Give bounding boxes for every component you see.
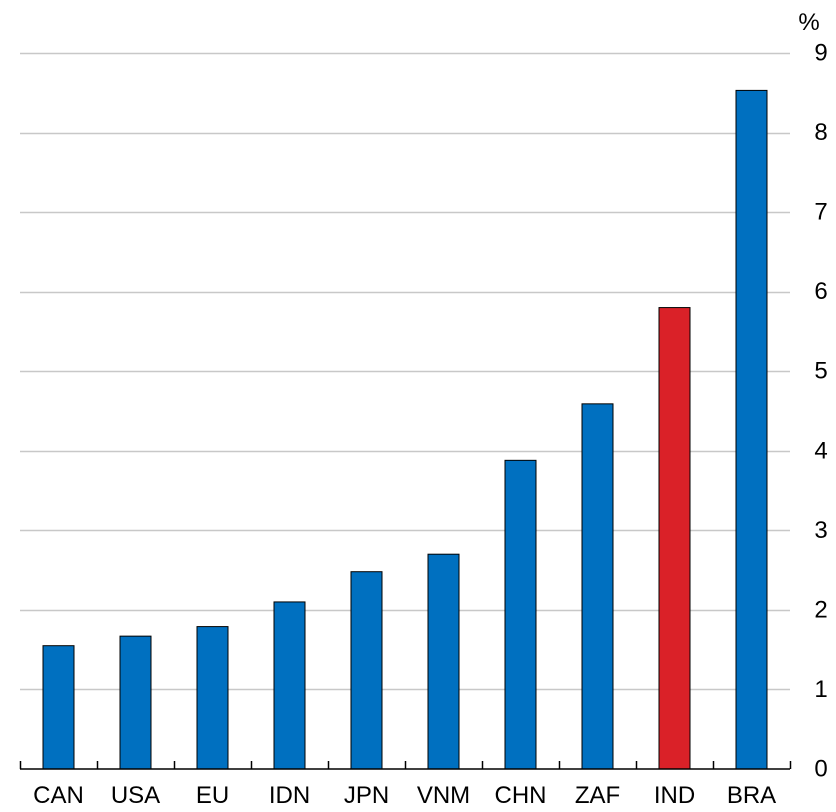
bar-chn xyxy=(504,459,537,770)
bar-vnm xyxy=(427,553,460,770)
x-category-label-zaf: ZAF xyxy=(575,782,620,809)
x-category-label-vnm: VNM xyxy=(417,782,470,809)
y-tick-label-8: 8 xyxy=(814,119,827,146)
x-category-label-usa: USA xyxy=(111,782,160,809)
x-category-label-bra: BRA xyxy=(727,782,776,809)
bar-zaf xyxy=(581,403,614,770)
bar-bra xyxy=(735,89,768,770)
bar-jpn xyxy=(350,571,383,770)
gridlines xyxy=(20,52,790,691)
x-axis xyxy=(19,761,792,770)
bar-ind xyxy=(658,307,691,770)
y-tick-label-9: 9 xyxy=(814,40,827,67)
y-tick-label-3: 3 xyxy=(814,517,827,544)
bar-idn xyxy=(273,601,306,770)
y-tick-label-0: 0 xyxy=(814,756,827,783)
y-tick-label-4: 4 xyxy=(814,437,827,464)
x-category-label-ind: IND xyxy=(654,782,695,809)
x-category-label-jpn: JPN xyxy=(344,782,389,809)
x-axis-category-labels: CAN USA EU IDN JPN VNM CHN ZAF IND BRA xyxy=(33,782,776,809)
bars xyxy=(42,89,768,770)
bar-can xyxy=(42,645,75,770)
x-category-label-chn: CHN xyxy=(495,782,547,809)
x-category-label-eu: EU xyxy=(196,782,229,809)
y-tick-label-7: 7 xyxy=(814,199,827,226)
y-tick-label-5: 5 xyxy=(814,358,827,385)
bar-usa xyxy=(119,635,152,770)
y-axis-tick-labels: 0 1 2 3 4 5 6 7 8 9 xyxy=(814,40,827,783)
y-tick-label-1: 1 xyxy=(814,676,827,703)
y-axis-unit-label: % xyxy=(798,9,819,36)
bar-eu xyxy=(196,626,229,770)
x-category-label-can: CAN xyxy=(33,782,84,809)
y-tick-label-6: 6 xyxy=(814,278,827,305)
x-category-label-idn: IDN xyxy=(269,782,310,809)
y-tick-label-2: 2 xyxy=(814,596,827,623)
